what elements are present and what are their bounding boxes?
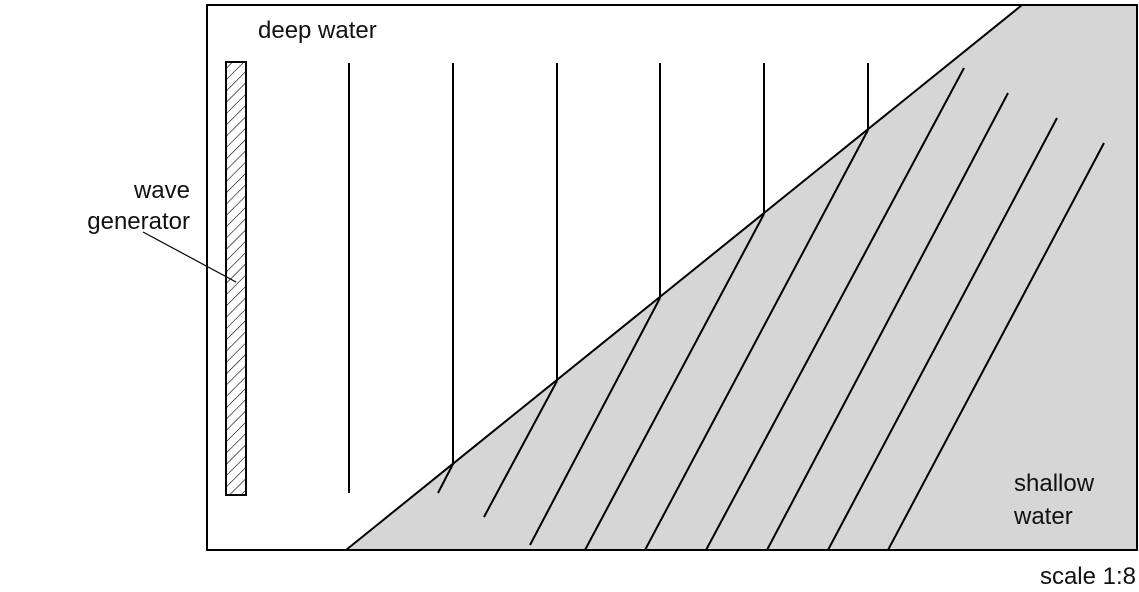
shallow-water-label: shallow [1014,470,1095,497]
wave-generator [225,61,247,496]
wavefront [705,67,965,551]
wave-generator-label: wave [133,177,190,204]
wavefront [766,92,1009,551]
pointer [142,231,237,283]
wavefronts [348,63,1105,551]
scale-label: scale 1:8 [1040,563,1136,590]
wavefront [529,297,661,546]
wave-generator-label: generator [87,208,190,235]
wavefront [644,129,869,551]
tank [206,4,1138,551]
boundary [345,4,1023,551]
wavefront [437,463,454,494]
shallow-water-label: water [1013,503,1073,530]
deep-water-label: deep water [258,17,377,44]
wavefront [584,213,765,551]
wavefront [827,117,1058,551]
shallow-region [346,5,1137,550]
wavefront [483,380,558,518]
wavefront [887,142,1105,551]
